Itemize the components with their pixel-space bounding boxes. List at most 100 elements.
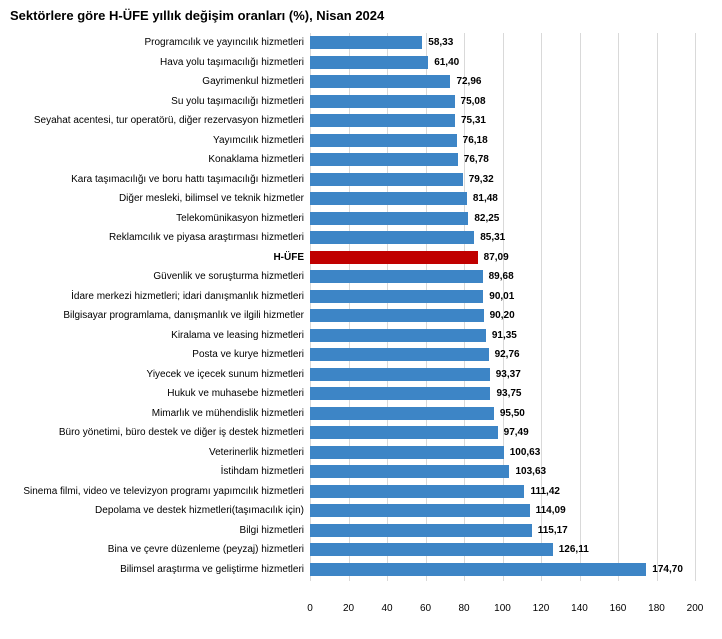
bar-label: Kiralama ve leasing hizmetleri — [10, 330, 310, 341]
x-tick: 140 — [571, 603, 588, 614]
bar — [310, 114, 455, 127]
x-tick: 0 — [307, 603, 313, 614]
bar — [310, 329, 486, 342]
bar-row: Mimarlık ve mühendislik hizmetleri95,50 — [10, 404, 710, 424]
bar-row: İdare merkezi hizmetleri; idari danışman… — [10, 287, 710, 307]
bar-value: 103,63 — [515, 466, 546, 477]
bar — [310, 36, 422, 49]
x-tick: 180 — [648, 603, 665, 614]
bar — [310, 231, 474, 244]
bar-label: Posta ve kurye hizmetleri — [10, 349, 310, 360]
bar-area: 91,35 — [310, 326, 695, 346]
bar-area: 89,68 — [310, 267, 695, 287]
x-tick: 20 — [343, 603, 354, 614]
x-tick: 100 — [494, 603, 511, 614]
bar-label: Büro yönetimi, büro destek ve diğer iş d… — [10, 427, 310, 438]
bar-area: 174,70 — [310, 560, 695, 580]
x-tick: 160 — [610, 603, 627, 614]
bar-row: Gayrimenkul hizmetleri72,96 — [10, 72, 710, 92]
bar-value: 58,33 — [428, 37, 453, 48]
bar-value: 90,20 — [490, 310, 515, 321]
bar-row: Programcılık ve yayıncılık hizmetleri 58,… — [10, 33, 710, 53]
bar-value: 126,11 — [559, 544, 589, 555]
bar — [310, 446, 504, 459]
bar-label: Kara taşımacılığı ve boru hattı taşımacı… — [10, 174, 310, 185]
bar-label: Konaklama hizmetleri — [10, 154, 310, 165]
bar-label: Bina ve çevre düzenleme (peyzaj) hizmetl… — [10, 544, 310, 555]
bar-highlight — [310, 251, 478, 264]
bar-row: Bilimsel araştırma ve geliştirme hizmetl… — [10, 560, 710, 580]
bar-area: 92,76 — [310, 345, 695, 365]
bar-value: 91,35 — [492, 330, 517, 341]
bar-area: 103,63 — [310, 462, 695, 482]
bar-area: 61,40 — [310, 53, 695, 73]
bar-label: Bilgi hizmetleri — [10, 525, 310, 536]
bar-area: 114,09 — [310, 501, 695, 521]
bar-label: Yiyecek ve içecek sunum hizmetleri — [10, 369, 310, 380]
bar-area: 90,01 — [310, 287, 695, 307]
bar-area: 75,31 — [310, 111, 695, 131]
bar — [310, 387, 490, 400]
bar-area: 111,42 — [310, 482, 695, 502]
bar-value: 81,48 — [473, 193, 498, 204]
bar-row: Posta ve kurye hizmetleri 92,76 — [10, 345, 710, 365]
bar-area: 126,11 — [310, 540, 695, 560]
bar — [310, 348, 489, 361]
bar — [310, 426, 498, 439]
bar-area: 81,48 — [310, 189, 695, 209]
bar-row: Seyahat acentesi, tur operatörü, diğer r… — [10, 111, 710, 131]
bar-value: 93,75 — [496, 388, 521, 399]
bar-area: 85,31 — [310, 228, 695, 248]
bar-area: 76,18 — [310, 131, 695, 151]
bar-area: 87,09 — [310, 248, 695, 268]
bar-row: Hava yolu taşımacılığı hizmetleri61,40 — [10, 53, 710, 73]
bar — [310, 134, 457, 147]
hbar-chart: Programcılık ve yayıncılık hizmetleri 58,… — [10, 33, 710, 621]
bar-label: Sinema filmi, video ve televizyon progra… — [10, 486, 310, 497]
bar-value: 93,37 — [496, 369, 521, 380]
bar-label: Gayrimenkul hizmetleri — [10, 76, 310, 87]
bar-row: Kara taşımacılığı ve boru hattı taşımacı… — [10, 170, 710, 190]
bar-row: Reklamcılık ve piyasa araştırması hizmet… — [10, 228, 710, 248]
bar-area: 95,50 — [310, 404, 695, 424]
bar-row: Yiyecek ve içecek sunum hizmetleri 93,37 — [10, 365, 710, 385]
bar-value: 87,09 — [484, 252, 509, 263]
bar-value: 174,70 — [652, 564, 683, 575]
x-tick: 200 — [687, 603, 704, 614]
bar — [310, 56, 428, 69]
x-tick: 40 — [381, 603, 392, 614]
x-tick: 80 — [458, 603, 469, 614]
bar-label: Hukuk ve muhasebe hizmetleri — [10, 388, 310, 399]
bar-row: Kiralama ve leasing hizmetleri 91,35 — [10, 326, 710, 346]
bar-label: Diğer mesleki, bilimsel ve teknik hizmet… — [10, 193, 310, 204]
bar-label: Programcılık ve yayıncılık hizmetleri — [10, 37, 310, 48]
bar-value: 111,42 — [530, 486, 559, 497]
bar-row: Sinema filmi, video ve televizyon progra… — [10, 482, 710, 502]
bar-value: 92,76 — [495, 349, 520, 360]
bar — [310, 173, 463, 186]
bar-label: Güvenlik ve soruşturma hizmetleri — [10, 271, 310, 282]
bar-row: Bilgi hizmetleri115,17 — [10, 521, 710, 541]
bar-area: 97,49 — [310, 423, 695, 443]
bar — [310, 270, 483, 283]
bar-row: İstihdam hizmetleri103,63 — [10, 462, 710, 482]
bar-label: H-ÜFE — [10, 252, 310, 263]
bar-row: Telekomünikasyon hizmetleri82,25 — [10, 209, 710, 229]
bar-value: 82,25 — [474, 213, 499, 224]
bar — [310, 563, 646, 576]
bar-label: Seyahat acentesi, tur operatörü, diğer r… — [10, 115, 310, 126]
bar-row: Bina ve çevre düzenleme (peyzaj) hizmetl… — [10, 540, 710, 560]
bar-row: Büro yönetimi, büro destek ve diğer iş d… — [10, 423, 710, 443]
bar-row: Güvenlik ve soruşturma hizmetleri89,68 — [10, 267, 710, 287]
bar-value: 90,01 — [489, 291, 514, 302]
bar-value: 97,49 — [504, 427, 529, 438]
bar — [310, 543, 553, 556]
bar-area: 93,75 — [310, 384, 695, 404]
bar-area: 58,33 — [310, 33, 695, 53]
bar-value: 75,31 — [461, 115, 486, 126]
bar-area: 79,32 — [310, 170, 695, 190]
bar-label: Mimarlık ve mühendislik hizmetleri — [10, 408, 310, 419]
bar — [310, 485, 524, 498]
bar-area: 100,63 — [310, 443, 695, 463]
bar-label: Reklamcılık ve piyasa araştırması hizmet… — [10, 232, 310, 243]
